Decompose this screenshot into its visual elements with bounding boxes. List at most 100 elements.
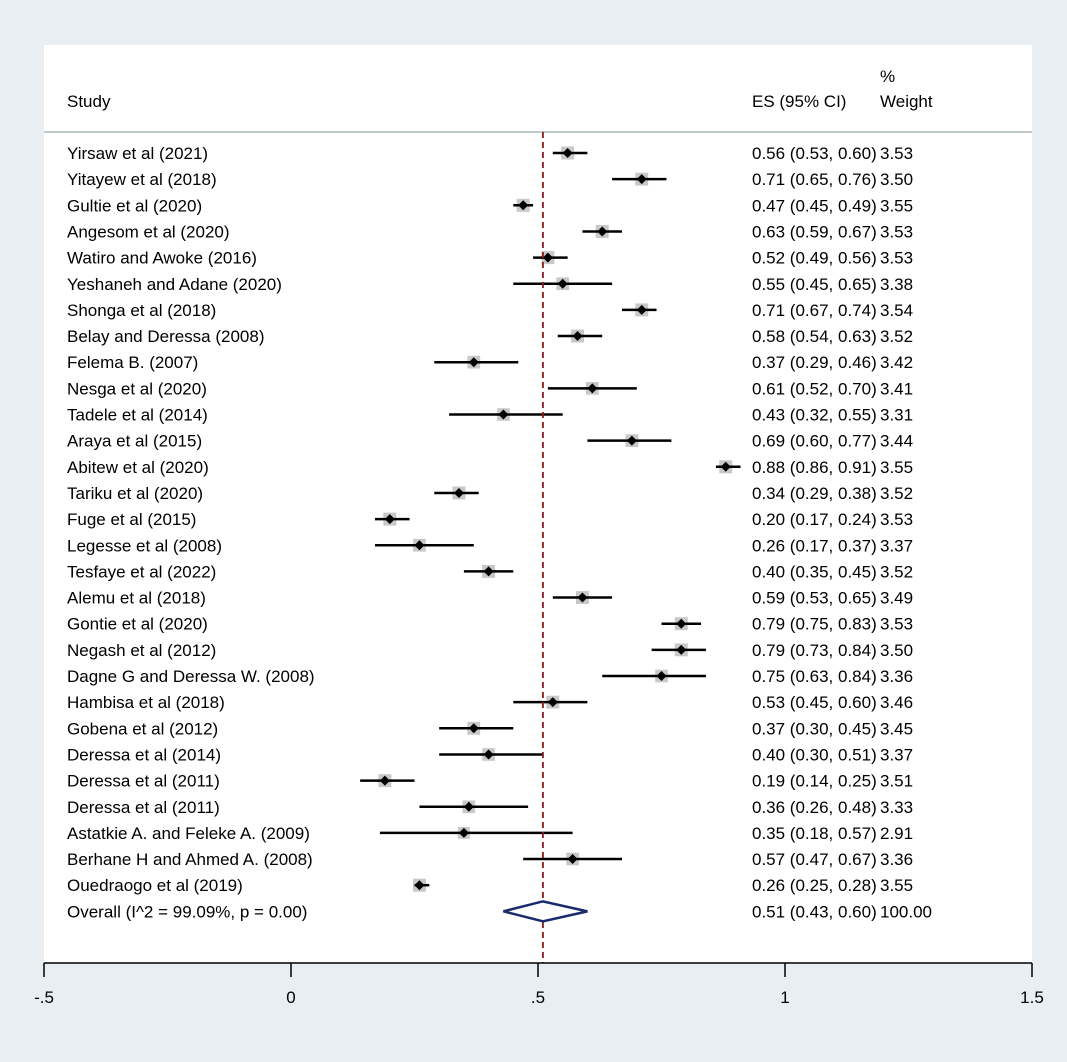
weight-text: 3.45 xyxy=(880,719,913,738)
study-label: Gontie et al (2020) xyxy=(67,615,208,634)
es-ci-text: 0.69 (0.60, 0.77) xyxy=(752,432,877,451)
study-label: Gobena et al (2012) xyxy=(67,719,218,738)
plot-panel xyxy=(44,45,1032,963)
weight-text: 3.52 xyxy=(880,562,913,581)
study-row: Felema B. (2007) 0.37 (0.29, 0.46) 3.42 xyxy=(67,353,913,372)
study-label: Tesfaye et al (2022) xyxy=(67,562,216,581)
weight-text: 3.31 xyxy=(880,406,913,425)
es-ci-text: 0.57 (0.47, 0.67) xyxy=(752,850,877,869)
weight-text: 3.54 xyxy=(880,301,913,320)
es-ci-text: 0.40 (0.30, 0.51) xyxy=(752,745,877,764)
weight-text: 3.52 xyxy=(880,484,913,503)
study-label: Yitayew et al (2018) xyxy=(67,170,217,189)
es-ci-text: 0.79 (0.73, 0.84) xyxy=(752,641,877,660)
study-label: Deressa et al (2011) xyxy=(67,798,220,817)
es-ci-text: 0.75 (0.63, 0.84) xyxy=(752,667,877,686)
point-estimate xyxy=(498,409,509,420)
study-label: Alemu et al (2018) xyxy=(67,589,206,608)
point-estimate xyxy=(636,304,647,315)
study-row: Nesga et al (2020) 0.61 (0.52, 0.70) 3.41 xyxy=(67,379,913,398)
weight-text: 3.41 xyxy=(880,379,913,398)
point-estimate xyxy=(518,200,529,211)
overall-weight-text: 100.00 xyxy=(880,902,932,921)
es-ci-text: 0.53 (0.45, 0.60) xyxy=(752,693,877,712)
point-estimate xyxy=(542,252,553,263)
es-ci-text: 0.43 (0.32, 0.55) xyxy=(752,406,877,425)
study-row: Yirsaw et al (2021) 0.56 (0.53, 0.60) 3.53 xyxy=(67,144,913,163)
point-estimate xyxy=(483,749,494,760)
study-label: Legesse et al (2008) xyxy=(67,536,222,555)
es-ci-text: 0.37 (0.30, 0.45) xyxy=(752,719,877,738)
study-label: Deressa et al (2014) xyxy=(67,745,221,764)
es-ci-text: 0.35 (0.18, 0.57) xyxy=(752,824,877,843)
study-row: Gultie et al (2020) 0.47 (0.45, 0.49) 3.55 xyxy=(67,196,913,215)
study-row: Belay and Deressa (2008) 0.58 (0.54, 0.63… xyxy=(67,327,913,346)
study-row: Araya et al (2015) 0.69 (0.60, 0.77) 3.44 xyxy=(67,432,913,451)
study-row: Gontie et al (2020) 0.79 (0.75, 0.83) 3.53 xyxy=(67,615,913,634)
point-estimate xyxy=(567,854,578,865)
study-label: Deressa et al (2011) xyxy=(67,772,220,791)
point-estimate xyxy=(453,487,464,498)
weight-text: 3.50 xyxy=(880,641,913,660)
x-tick-label: 0 xyxy=(286,988,295,1007)
study-label: Negash et al (2012) xyxy=(67,641,216,660)
study-label: Dagne G and Deressa W. (2008) xyxy=(67,667,315,686)
study-row: Fuge et al (2015) 0.20 (0.17, 0.24) 3.53 xyxy=(67,510,913,529)
point-estimate xyxy=(483,566,494,577)
study-row: Deressa et al (2014) 0.40 (0.30, 0.51) 3.3… xyxy=(67,745,913,764)
study-label: Tadele et al (2014) xyxy=(67,406,208,425)
study-row: Shonga et al (2018) 0.71 (0.67, 0.74) 3.54 xyxy=(67,301,913,320)
study-row: Watiro and Awoke (2016) 0.52 (0.49, 0.56)… xyxy=(67,249,913,268)
overall-es-ci-text: 0.51 (0.43, 0.60) xyxy=(752,902,877,921)
study-label: Astatkie A. and Feleke A. (2009) xyxy=(67,824,310,843)
es-ci-text: 0.47 (0.45, 0.49) xyxy=(752,196,877,215)
es-ci-text: 0.61 (0.52, 0.70) xyxy=(752,379,877,398)
study-rows: Yirsaw et al (2021) 0.56 (0.53, 0.60) 3.53… xyxy=(67,144,913,895)
weight-text: 3.53 xyxy=(880,144,913,163)
study-label: Fuge et al (2015) xyxy=(67,510,196,529)
study-row: Deressa et al (2011) 0.36 (0.26, 0.48) 3.3… xyxy=(67,798,913,817)
study-label: Araya et al (2015) xyxy=(67,432,202,451)
study-row: Tesfaye et al (2022) 0.40 (0.35, 0.45) 3.5… xyxy=(67,562,913,581)
weight-text: 3.37 xyxy=(880,536,913,555)
es-ci-text: 0.52 (0.49, 0.56) xyxy=(752,249,877,268)
point-estimate xyxy=(656,671,667,681)
study-label: Ouedraogo et al (2019) xyxy=(67,876,243,895)
study-row: Tariku et al (2020) 0.34 (0.29, 0.38) 3.52 xyxy=(67,484,913,503)
es-ci-text: 0.59 (0.53, 0.65) xyxy=(752,589,877,608)
weight-text: 3.49 xyxy=(880,589,913,608)
es-ci-text: 0.63 (0.59, 0.67) xyxy=(752,222,877,241)
x-tick-label: .5 xyxy=(531,988,545,1007)
weight-text: 3.42 xyxy=(880,353,913,372)
study-column-header: Study xyxy=(67,92,111,111)
study-row: Gobena et al (2012) 0.37 (0.30, 0.45) 3.45 xyxy=(67,719,913,738)
es-ci-text: 0.19 (0.14, 0.25) xyxy=(752,772,877,791)
point-estimate xyxy=(468,357,479,368)
es-ci-text: 0.88 (0.86, 0.91) xyxy=(752,458,877,477)
study-row: Yeshaneh and Adane (2020) 0.55 (0.45, 0.6… xyxy=(67,275,913,294)
point-estimate xyxy=(577,592,588,603)
es-ci-text: 0.26 (0.17, 0.37) xyxy=(752,536,877,555)
weight-text: 3.53 xyxy=(880,249,913,268)
weight-text: 3.52 xyxy=(880,327,913,346)
study-row: Negash et al (2012) 0.79 (0.73, 0.84) 3.50 xyxy=(67,641,913,660)
es-ci-text: 0.71 (0.65, 0.76) xyxy=(752,170,877,189)
weight-text: 3.55 xyxy=(880,458,913,477)
x-axis: -.5 0 .5 1 1.5 xyxy=(34,962,1044,1007)
study-label: Shonga et al (2018) xyxy=(67,301,216,320)
es-ci-text: 0.56 (0.53, 0.60) xyxy=(752,144,877,163)
x-tick-label: 1.5 xyxy=(1020,988,1044,1007)
weight-text: 3.55 xyxy=(880,196,913,215)
point-estimate xyxy=(587,383,598,394)
es-ci-text: 0.55 (0.45, 0.65) xyxy=(752,275,877,294)
es-ci-text: 0.36 (0.26, 0.48) xyxy=(752,798,877,817)
study-row: Astatkie A. and Feleke A. (2009) 0.35 (0.… xyxy=(67,824,913,843)
point-estimate xyxy=(557,278,568,289)
study-row: Angesom et al (2020) 0.63 (0.59, 0.67) 3.5… xyxy=(67,222,913,241)
es-ci-text: 0.34 (0.29, 0.38) xyxy=(752,484,877,503)
study-label: Angesom et al (2020) xyxy=(67,222,230,241)
point-estimate xyxy=(379,775,390,786)
study-label: Nesga et al (2020) xyxy=(67,379,207,398)
point-estimate xyxy=(562,148,573,158)
point-estimate xyxy=(626,435,637,446)
